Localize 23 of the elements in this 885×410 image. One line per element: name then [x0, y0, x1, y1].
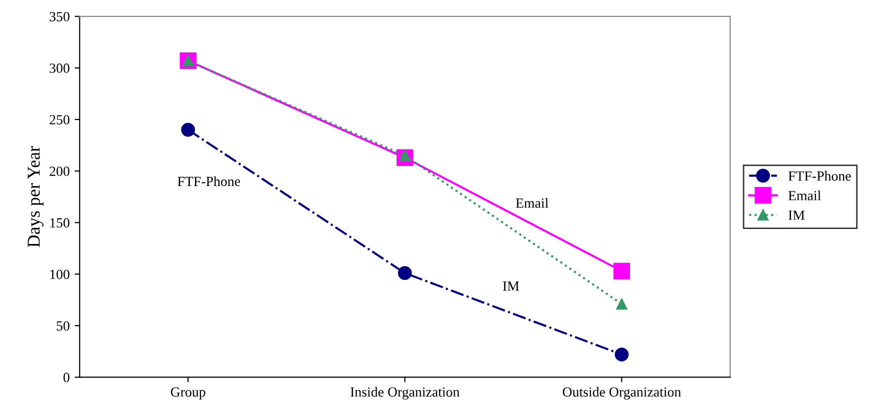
- point: [614, 348, 629, 362]
- point: [616, 298, 628, 310]
- y-tick-label: 200: [50, 166, 70, 176]
- y-tick-label: 350: [50, 12, 70, 22]
- legend-label: IM: [788, 210, 805, 220]
- annotation: Email: [516, 198, 548, 208]
- y-tick-label: 100: [50, 270, 70, 280]
- y-axis-title: Days per Year: [28, 146, 44, 248]
- point: [613, 262, 630, 280]
- y-tick-label: 250: [50, 115, 70, 124]
- legend-label: Email: [788, 190, 821, 200]
- annotation: FTF-Phone: [178, 176, 240, 186]
- x-tick-label: Inside Organization: [350, 386, 460, 400]
- legend-label: FTF-Phone: [788, 170, 851, 181]
- y-tick-label: 0: [64, 372, 70, 382]
- x-tick-label: Group: [170, 387, 206, 400]
- annotation: IM: [502, 282, 520, 291]
- y-tick-label: 50: [56, 321, 70, 331]
- y-tick-label: 300: [50, 64, 70, 73]
- x-tick-label: Outside Organization: [562, 386, 681, 400]
- point: [181, 122, 196, 137]
- point: [398, 266, 412, 280]
- y-tick-label: 150: [50, 218, 70, 228]
